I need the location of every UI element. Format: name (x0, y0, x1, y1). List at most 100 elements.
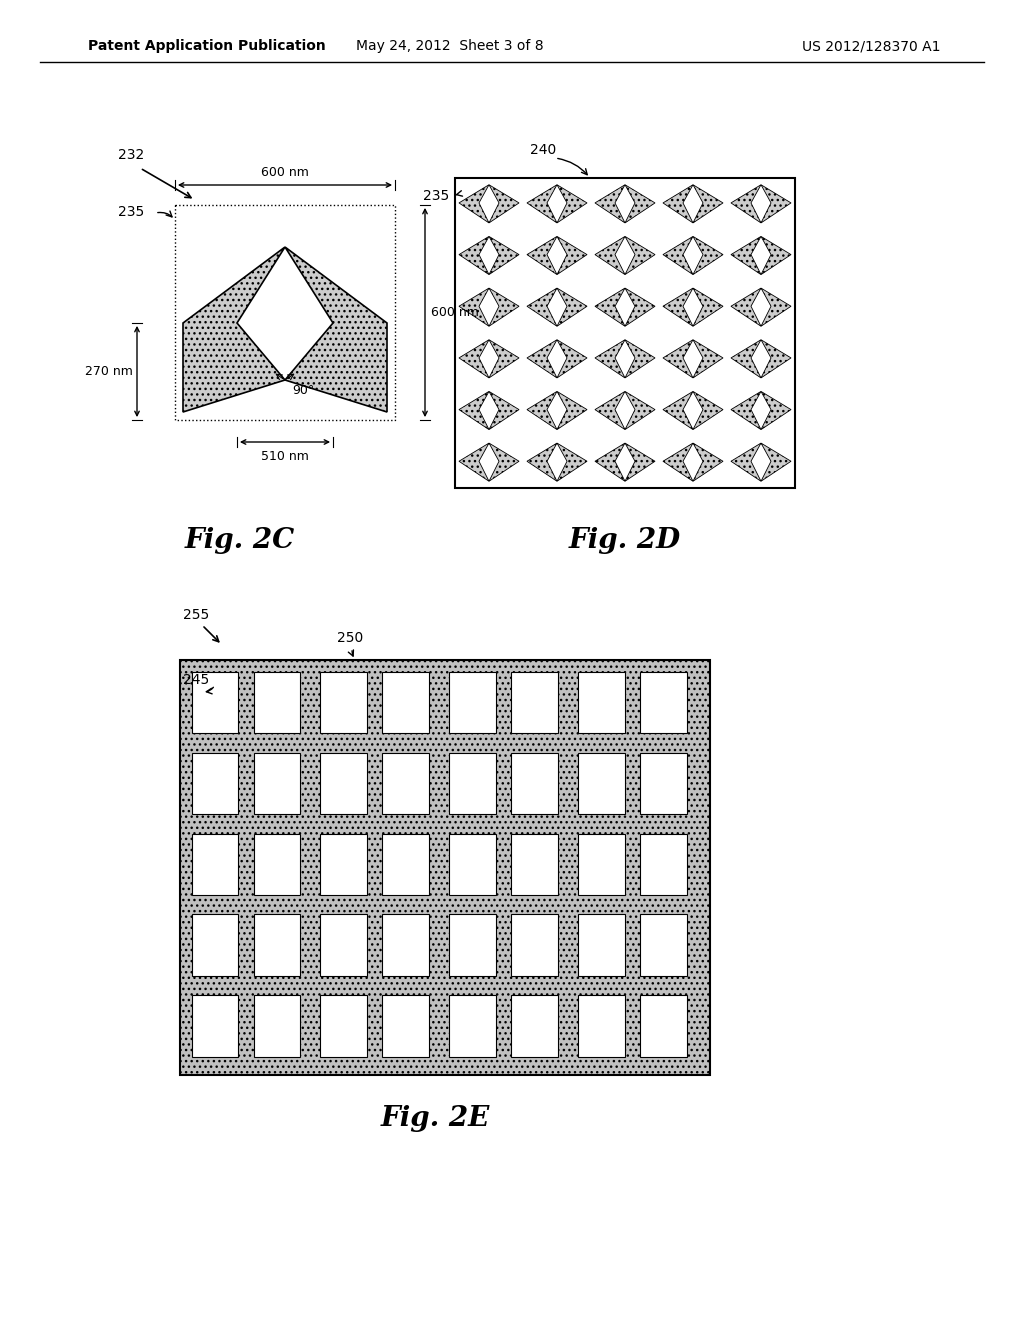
Polygon shape (731, 392, 761, 429)
Polygon shape (761, 392, 791, 429)
Bar (511, 833, 558, 895)
Bar (511, 915, 558, 975)
Polygon shape (625, 444, 655, 482)
Bar (321, 752, 368, 814)
Polygon shape (527, 392, 557, 429)
Bar (640, 672, 687, 734)
Polygon shape (663, 288, 693, 326)
Polygon shape (527, 444, 557, 482)
Bar (450, 752, 496, 814)
Bar (321, 833, 368, 895)
Text: 250: 250 (337, 631, 364, 645)
Bar (321, 995, 368, 1057)
Polygon shape (557, 339, 587, 378)
Bar (321, 672, 368, 734)
Polygon shape (595, 288, 625, 326)
Polygon shape (557, 444, 587, 482)
Text: Patent Application Publication: Patent Application Publication (88, 40, 326, 53)
Polygon shape (761, 185, 791, 223)
Bar (191, 995, 239, 1057)
Text: Fig. 2D: Fig. 2D (569, 527, 681, 553)
Text: 240: 240 (530, 143, 556, 157)
Bar (511, 995, 558, 1057)
Polygon shape (183, 247, 285, 412)
Polygon shape (663, 392, 693, 429)
Bar (578, 672, 625, 734)
Polygon shape (489, 339, 519, 378)
Text: 232: 232 (118, 148, 144, 162)
Bar (640, 833, 687, 895)
Bar (578, 752, 625, 814)
Polygon shape (625, 185, 655, 223)
Polygon shape (731, 185, 761, 223)
Polygon shape (731, 288, 761, 326)
Polygon shape (459, 444, 489, 482)
Polygon shape (527, 339, 557, 378)
Polygon shape (761, 288, 791, 326)
Polygon shape (459, 288, 489, 326)
Bar (382, 672, 429, 734)
Bar (191, 752, 239, 814)
Bar (382, 752, 429, 814)
Polygon shape (663, 236, 693, 275)
Polygon shape (625, 236, 655, 275)
Polygon shape (489, 236, 519, 275)
Text: 245: 245 (183, 673, 209, 686)
Polygon shape (595, 339, 625, 378)
Polygon shape (731, 444, 761, 482)
Polygon shape (595, 444, 625, 482)
Bar (254, 915, 300, 975)
Polygon shape (527, 288, 557, 326)
Polygon shape (489, 288, 519, 326)
Bar (640, 752, 687, 814)
Bar (578, 833, 625, 895)
Polygon shape (459, 392, 489, 429)
Polygon shape (595, 185, 625, 223)
Bar (191, 672, 239, 734)
Polygon shape (527, 236, 557, 275)
Polygon shape (761, 339, 791, 378)
Bar (321, 915, 368, 975)
Bar (640, 995, 687, 1057)
Polygon shape (459, 185, 489, 223)
Bar (382, 915, 429, 975)
Polygon shape (459, 236, 489, 275)
Polygon shape (489, 185, 519, 223)
Polygon shape (557, 392, 587, 429)
Polygon shape (557, 236, 587, 275)
Polygon shape (693, 444, 723, 482)
Polygon shape (663, 339, 693, 378)
Polygon shape (663, 185, 693, 223)
Polygon shape (761, 236, 791, 275)
Polygon shape (693, 236, 723, 275)
Polygon shape (693, 288, 723, 326)
Bar (180, 660, 710, 1074)
Bar (578, 915, 625, 975)
Bar (175, 205, 395, 420)
Bar (254, 672, 300, 734)
Polygon shape (285, 247, 387, 412)
Text: 510 nm: 510 nm (261, 450, 309, 463)
Text: 235: 235 (423, 189, 450, 203)
Polygon shape (595, 392, 625, 429)
Bar (450, 833, 496, 895)
Text: 270 nm: 270 nm (85, 366, 133, 378)
Polygon shape (693, 392, 723, 429)
Polygon shape (625, 392, 655, 429)
Bar (640, 915, 687, 975)
Polygon shape (459, 339, 489, 378)
Polygon shape (693, 339, 723, 378)
Text: 600 nm: 600 nm (261, 166, 309, 180)
Text: 255: 255 (183, 609, 209, 622)
Bar (254, 833, 300, 895)
Bar (382, 833, 429, 895)
Bar (254, 995, 300, 1057)
Bar (191, 915, 239, 975)
Text: Fig. 2C: Fig. 2C (185, 527, 295, 553)
Bar (191, 833, 239, 895)
Polygon shape (595, 236, 625, 275)
Polygon shape (527, 185, 557, 223)
Text: 600 nm: 600 nm (431, 306, 479, 319)
Polygon shape (761, 444, 791, 482)
Polygon shape (731, 339, 761, 378)
